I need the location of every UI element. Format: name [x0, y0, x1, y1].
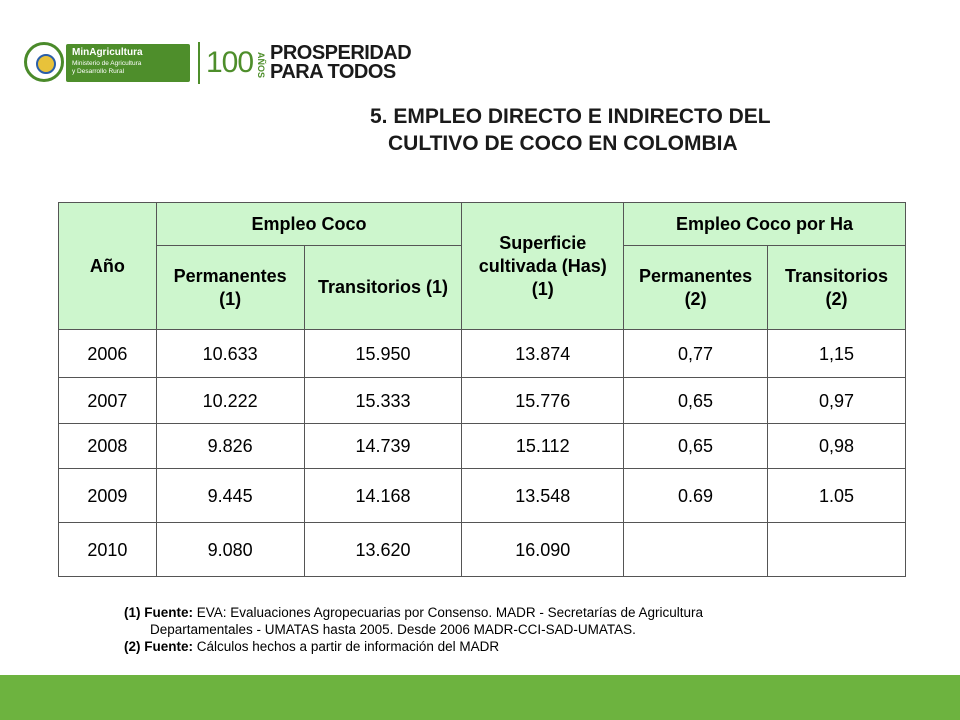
- cell-year: 2006: [58, 329, 157, 378]
- source-notes: (1) Fuente: EVA: Evaluaciones Agropecuar…: [124, 604, 703, 655]
- cell-permanentes-ha: 0,77: [623, 329, 769, 378]
- minagricultura-logo: MinAgricultura Ministerio de Agricultura…: [66, 44, 190, 82]
- cell-permanentes-ha: 0,65: [623, 377, 769, 424]
- cell-permanentes-ha: 0,65: [623, 423, 769, 469]
- header-empleo-coco: Empleo Coco: [155, 202, 463, 246]
- title-line1: 5. EMPLEO DIRECTO E INDIRECTO DEL: [370, 105, 771, 128]
- slogan-line1: PROSPERIDAD: [270, 42, 412, 64]
- cell-superficie: 16.090: [461, 522, 625, 577]
- cell-transitorios: 14.739: [303, 423, 463, 469]
- cell-transitorios: 15.950: [303, 329, 463, 378]
- prosperidad-logo: PROSPERIDAD PARA TODOS: [270, 42, 412, 83]
- cell-transitorios-ha: 0,97: [767, 377, 906, 424]
- header-transitorios-1: Transitorios (1): [303, 245, 463, 330]
- logo-divider: [198, 42, 200, 84]
- cell-permanentes-ha: 0.69: [623, 468, 769, 523]
- cell-permanentes: 10.222: [155, 377, 305, 424]
- page-title: 5. EMPLEO DIRECTO E INDIRECTO DEL CULTIV…: [340, 103, 820, 157]
- note-2-label: (2) Fuente:: [124, 639, 193, 654]
- table-row: 2007 10.222 15.333 15.776 0,65 0,97: [58, 377, 906, 424]
- centenary-word: AÑOS: [256, 52, 266, 79]
- header-superficie: Superficie cultivada (Has) (1): [461, 202, 625, 330]
- centenary-number: 100: [206, 46, 254, 79]
- ministry-sub2: y Desarrollo Rural: [72, 68, 125, 75]
- cell-transitorios-ha: 1,15: [767, 329, 906, 378]
- header-logos: MinAgricultura Ministerio de Agricultura…: [24, 38, 412, 88]
- ministry-sub1: Ministerio de Agricultura: [72, 60, 142, 67]
- cell-superficie: 13.548: [461, 468, 625, 523]
- note-1-continuation: Departamentales - UMATAS hasta 2005. Des…: [150, 622, 636, 637]
- cell-superficie: 13.874: [461, 329, 625, 378]
- slogan-line2: PARA TODOS: [270, 61, 396, 83]
- cell-transitorios-ha: 0,98: [767, 423, 906, 469]
- table-row: 2008 9.826 14.739 15.112 0,65 0,98: [58, 423, 906, 469]
- cell-year: 2009: [58, 468, 157, 523]
- note-2-text: Cálculos hechos a partir de información …: [193, 639, 500, 654]
- cell-transitorios: 13.620: [303, 522, 463, 577]
- cell-transitorios-ha: 1.05: [767, 468, 906, 523]
- table-header-row: Año Empleo Coco Superficie cultivada (Ha…: [58, 202, 906, 330]
- table-row: 2006 10.633 15.950 13.874 0,77 1,15: [58, 329, 906, 378]
- note-2: (2) Fuente: Cálculos hechos a partir de …: [124, 638, 703, 655]
- header-year: Año: [58, 202, 157, 330]
- cell-year: 2008: [58, 423, 157, 469]
- cell-transitorios-ha: [767, 522, 906, 577]
- cell-transitorios: 14.168: [303, 468, 463, 523]
- cell-permanentes: 10.633: [155, 329, 305, 378]
- table-row: 2010 9.080 13.620 16.090: [58, 522, 906, 577]
- header-permanentes-1: Permanentes (1): [155, 245, 305, 330]
- cell-permanentes-ha: [623, 522, 769, 577]
- cell-year: 2010: [58, 522, 157, 577]
- header-permanentes-2: Permanentes (2): [623, 245, 769, 330]
- cell-superficie: 15.112: [461, 423, 625, 469]
- cell-year: 2007: [58, 377, 157, 424]
- header-empleo-por-ha: Empleo Coco por Ha: [623, 202, 906, 246]
- table-row: 2009 9.445 14.168 13.548 0.69 1.05: [58, 468, 906, 523]
- cell-permanentes: 9.445: [155, 468, 305, 523]
- note-1-label: (1) Fuente:: [124, 605, 193, 620]
- header-transitorios-2: Transitorios (2): [767, 245, 906, 330]
- cell-superficie: 15.776: [461, 377, 625, 424]
- cell-transitorios: 15.333: [303, 377, 463, 424]
- note-1: (1) Fuente: EVA: Evaluaciones Agropecuar…: [124, 604, 703, 621]
- employment-table: Año Empleo Coco Superficie cultivada (Ha…: [58, 202, 906, 577]
- table-subheader-row: Permanentes (1) Transitorios (1) Permane…: [59, 245, 906, 330]
- title-line2: CULTIVO DE COCO EN COLOMBIA: [388, 132, 738, 155]
- colombia-seal-icon: [24, 42, 64, 82]
- footer-bar: [0, 675, 960, 720]
- note-1-text: EVA: Evaluaciones Agropecuarias por Cons…: [193, 605, 704, 620]
- cell-permanentes: 9.826: [155, 423, 305, 469]
- ministry-name: MinAgricultura: [72, 47, 143, 58]
- cell-permanentes: 9.080: [155, 522, 305, 577]
- ministry-subtitle: Ministerio de Agricultura y Desarrollo R…: [72, 60, 141, 76]
